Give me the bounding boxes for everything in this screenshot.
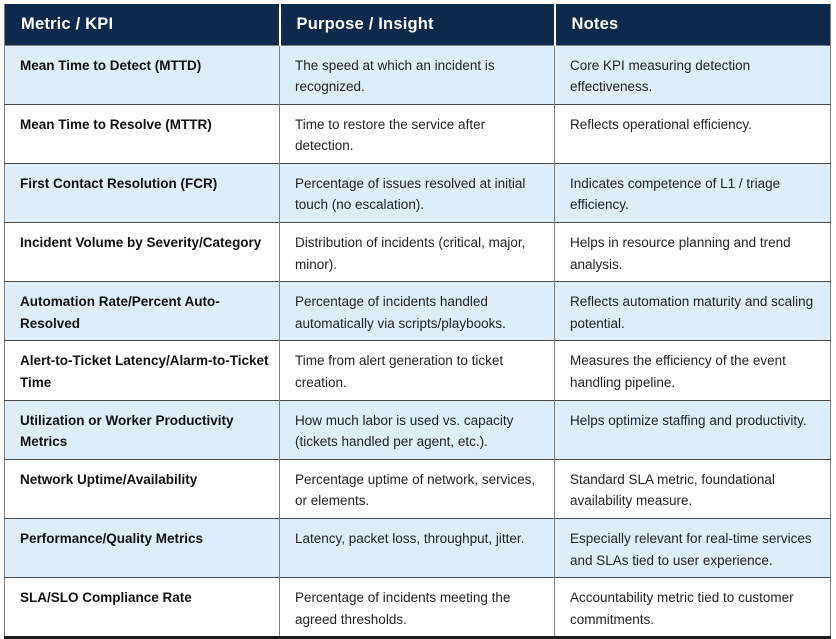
purpose-cell: Percentage of incidents meeting the agre… — [279, 577, 555, 638]
table-row: Performance/Quality Metrics Latency, pac… — [4, 517, 831, 578]
notes-cell: Measures the efficiency of the event han… — [554, 340, 831, 401]
header-cell-notes: Notes — [553, 4, 831, 46]
kpi-table: Metric / KPI Purpose / Insight Notes Mea… — [4, 4, 831, 639]
notes-cell: Reflects automation maturity and scaling… — [554, 281, 831, 341]
purpose-cell: Distribution of incidents (critical, maj… — [279, 222, 555, 282]
notes-cell: Core KPI measuring detection effectivene… — [554, 44, 831, 105]
metric-cell: Incident Volume by Severity/Category — [4, 222, 280, 282]
table-row: Alert-to-Ticket Latency/Alarm-to-Ticket … — [4, 340, 831, 401]
purpose-cell: Percentage uptime of network, services, … — [279, 458, 555, 519]
header-cell-metric-kpi: Metric / KPI — [4, 4, 280, 46]
notes-cell: Especially relevant for real-time servic… — [554, 517, 831, 578]
purpose-cell: Latency, packet loss, throughput, jitter… — [279, 517, 555, 578]
purpose-cell: Percentage of issues resolved at initial… — [279, 162, 555, 223]
metric-cell: Network Uptime/Availability — [4, 458, 280, 519]
metric-cell: SLA/SLO Compliance Rate — [4, 577, 280, 638]
table-row: Network Uptime/Availability Percentage u… — [4, 458, 831, 519]
table-row: Utilization or Worker Productivity Metri… — [4, 399, 831, 460]
table-row: First Contact Resolution (FCR) Percentag… — [4, 162, 831, 223]
metric-cell: Performance/Quality Metrics — [4, 517, 280, 578]
metric-cell: Utilization or Worker Productivity Metri… — [4, 399, 280, 460]
table-row: SLA/SLO Compliance Rate Percentage of in… — [4, 577, 831, 638]
notes-cell: Reflects operational efficiency. — [554, 103, 831, 164]
purpose-cell: Time from alert generation to ticket cre… — [279, 340, 555, 401]
table-row: Incident Volume by Severity/Category Dis… — [4, 222, 831, 282]
metric-cell: Automation Rate/Percent Auto-Resolved — [4, 281, 280, 341]
notes-cell: Helps in resource planning and trend ana… — [554, 222, 831, 282]
notes-cell: Helps optimize staffing and productivity… — [554, 399, 831, 460]
table-row: Mean Time to Detect (MTTD) The speed at … — [4, 44, 831, 105]
metric-cell: First Contact Resolution (FCR) — [4, 162, 280, 223]
metric-cell: Mean Time to Resolve (MTTR) — [4, 103, 280, 164]
purpose-cell: How much labor is used vs. capacity (tic… — [279, 399, 555, 460]
notes-cell: Standard SLA metric, foundational availa… — [554, 458, 831, 519]
header-cell-purpose-insight: Purpose / Insight — [278, 4, 555, 46]
purpose-cell: The speed at which an incident is recogn… — [279, 44, 555, 105]
notes-cell: Indicates competence of L1 / triage effi… — [554, 162, 831, 223]
purpose-cell: Time to restore the service after detect… — [279, 103, 555, 164]
table-row: Automation Rate/Percent Auto-Resolved Pe… — [4, 281, 831, 341]
table-header-row: Metric / KPI Purpose / Insight Notes — [4, 4, 831, 46]
table-row: Mean Time to Resolve (MTTR) Time to rest… — [4, 103, 831, 164]
kpi-table-page: Metric / KPI Purpose / Insight Notes Mea… — [4, 4, 831, 639]
metric-cell: Alert-to-Ticket Latency/Alarm-to-Ticket … — [4, 340, 280, 401]
purpose-cell: Percentage of incidents handled automati… — [279, 281, 555, 341]
metric-cell: Mean Time to Detect (MTTD) — [4, 44, 280, 105]
notes-cell: Accountability metric tied to customer c… — [554, 577, 831, 638]
